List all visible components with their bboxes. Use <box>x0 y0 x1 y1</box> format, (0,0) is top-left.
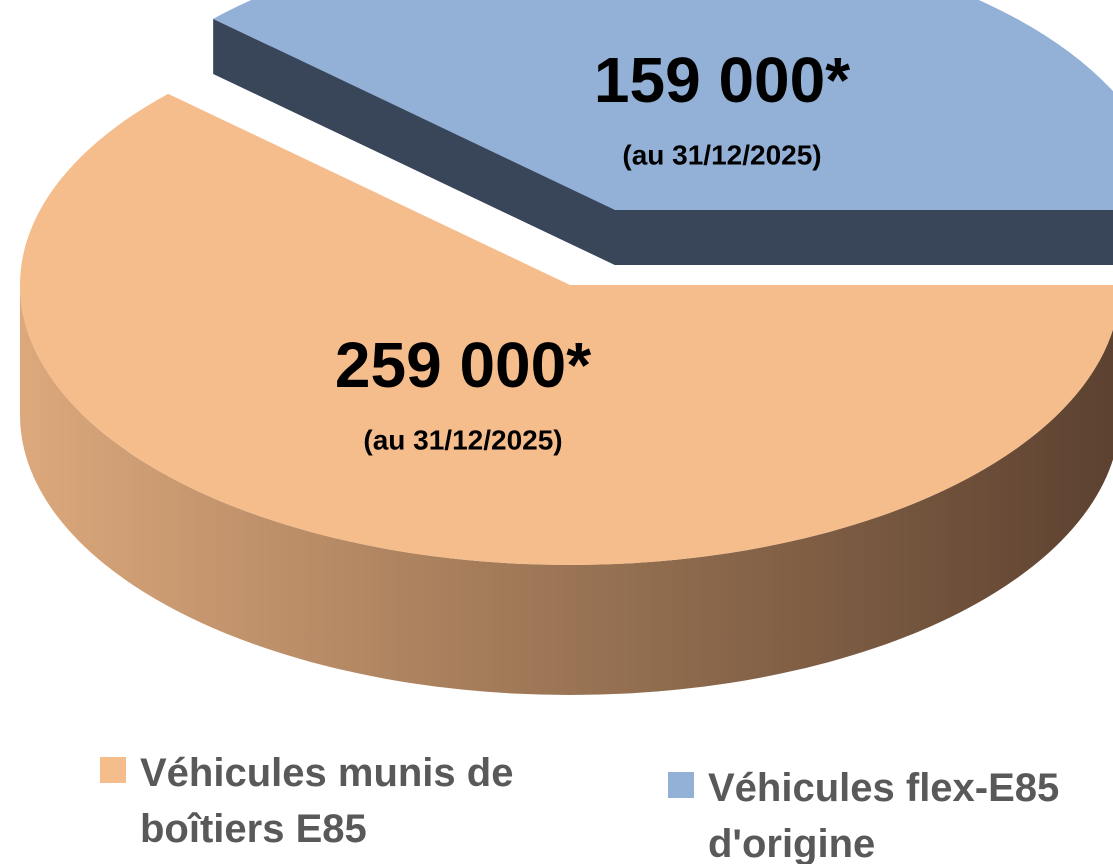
legend-label: Véhicules munis de boîtiers E85 <box>140 751 514 851</box>
slice-side <box>20 285 1113 695</box>
annotation: (au 31/12/2025) <box>363 424 562 455</box>
legend-swatch <box>100 757 126 783</box>
annotation: (au 31/12/2025) <box>622 139 821 170</box>
legend-label: Véhicules flex-E85 d'origine <box>708 766 1060 864</box>
value-label: 159 000* <box>594 44 850 116</box>
slice-side <box>615 210 1113 265</box>
value-label: 259 000* <box>335 329 591 401</box>
legend-swatch <box>668 772 694 798</box>
legend-item: Véhicules flex-E85 d'origine <box>668 760 1098 864</box>
slice <box>20 93 1113 565</box>
slice <box>213 0 1113 210</box>
slice-side <box>213 18 616 265</box>
legend-item: Véhicules munis de boîtiers E85 <box>100 745 580 857</box>
